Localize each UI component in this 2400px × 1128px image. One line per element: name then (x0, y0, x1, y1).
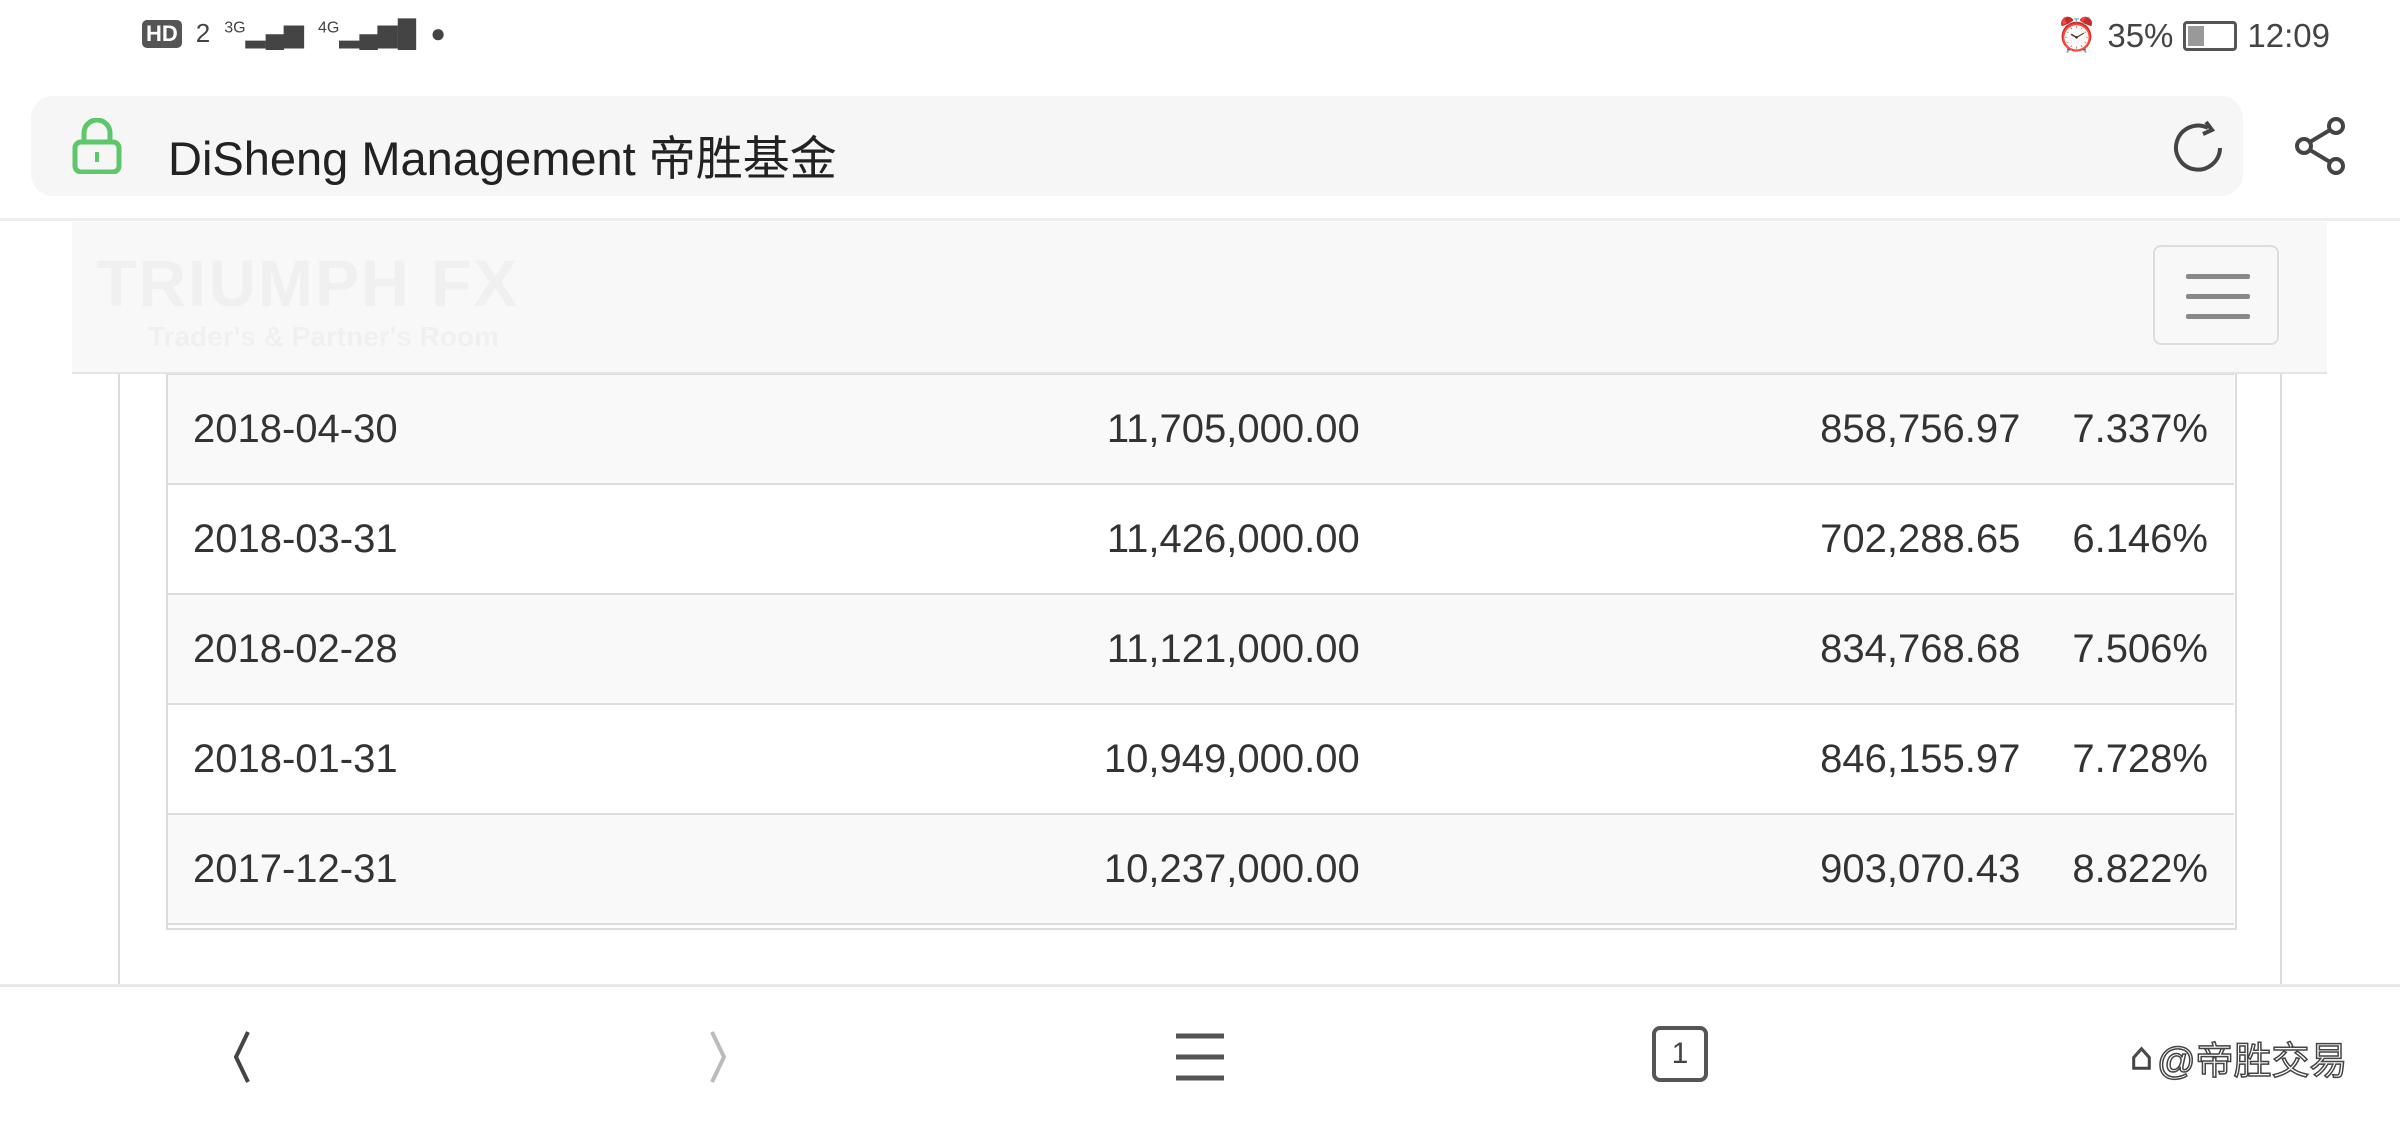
site-navbar (72, 222, 2327, 374)
tabs-button[interactable]: 1 (1652, 1026, 1708, 1082)
date-cell: 2018-02-28 (167, 593, 764, 705)
balance-cell: 10,237,000.00 (763, 813, 1386, 925)
watermark: ⌂ @帝胜交易 (2129, 1035, 2348, 1084)
clock: 12:09 (2247, 16, 2330, 54)
date-cell: 2017-12-31 (167, 813, 764, 925)
wechat-icon: ● (430, 18, 446, 48)
menu-bar (2186, 314, 2250, 319)
status-right: ⏰ 35% 12:09 (2056, 16, 2330, 55)
menu-bar (2186, 274, 2250, 279)
return-cell: 7.506% (2046, 593, 2234, 705)
menu-toggle-button[interactable] (2153, 245, 2279, 345)
share-icon[interactable] (2292, 116, 2350, 176)
return-cell: 8.822% (2046, 813, 2234, 925)
balance-cell: 11,121,000.00 (763, 593, 1386, 705)
reload-icon[interactable] (2168, 118, 2228, 178)
return-cell: 7.337% (2046, 373, 2234, 485)
forward-icon[interactable] (690, 1026, 750, 1088)
back-icon[interactable] (210, 1026, 270, 1088)
tab-count: 1 (1671, 1037, 1689, 1070)
battery-icon (2183, 20, 2238, 51)
table-row: 2018-04-30 11,705,000.00 858,756.97 7.337% (167, 373, 2234, 485)
home-icon[interactable]: ⌂ (2129, 1035, 2153, 1079)
date-cell: 2018-03-31 (167, 483, 764, 595)
card-border-right (2280, 374, 2282, 984)
balance-cell: 11,426,000.00 (763, 483, 1386, 595)
sim-number: 2 (195, 18, 211, 48)
address-bar[interactable] (31, 96, 2243, 196)
profit-cell: 834,768.68 (1385, 593, 2047, 705)
battery-percent: 35% (2107, 16, 2174, 54)
status-indicators: HD 2 3G▂▄▆ 4G▂▄▆█ ● (142, 18, 446, 49)
toolbar-divider (0, 218, 2400, 221)
site-logo[interactable]: TRIUMPH FX Trader's & Partner's Room (96, 246, 520, 352)
page-title[interactable]: DiSheng Management 帝胜基金 (168, 132, 837, 185)
balance-cell: 11,705,000.00 (763, 373, 1386, 485)
table-row: 2018-01-31 10,949,000.00 846,155.97 7.728% (167, 703, 2234, 815)
return-cell: 6.146% (2046, 483, 2234, 595)
signal-4g-icon: 4G▂▄▆█ (318, 18, 417, 48)
table-row: 2018-02-28 11,121,000.00 834,768.68 7.506% (167, 593, 2234, 705)
card-border-left (118, 374, 120, 984)
bottom-nav-divider (0, 984, 2400, 987)
menu-icon[interactable] (1170, 1026, 1230, 1088)
alarm-icon: ⏰ (2056, 16, 2098, 53)
table-row: 2018-03-31 11,426,000.00 702,288.65 6.146% (167, 483, 2234, 595)
status-bar: HD 2 3G▂▄▆ 4G▂▄▆█ ● ⏰ 35% 12:09 (0, 0, 2400, 76)
lock-icon (72, 118, 122, 174)
balance-cell: 10,949,000.00 (763, 703, 1386, 815)
return-cell: 7.728% (2046, 703, 2234, 815)
signal-3g-icon: 3G▂▄▆ (224, 18, 305, 48)
profit-cell: 858,756.97 (1385, 373, 2047, 485)
profit-cell: 903,070.43 (1385, 813, 2047, 925)
performance-table: 2018-04-30 11,705,000.00 858,756.97 7.337% 2… (167, 373, 2234, 925)
menu-bar (2186, 294, 2250, 299)
profit-cell: 846,155.97 (1385, 703, 2047, 815)
profit-cell: 702,288.65 (1385, 483, 2047, 595)
table-row: 2017-12-31 10,237,000.00 903,070.43 8.822% (167, 813, 2234, 925)
date-cell: 2018-01-31 (167, 703, 764, 815)
date-cell: 2018-04-30 (167, 373, 764, 485)
hd-badge: HD (142, 19, 182, 48)
